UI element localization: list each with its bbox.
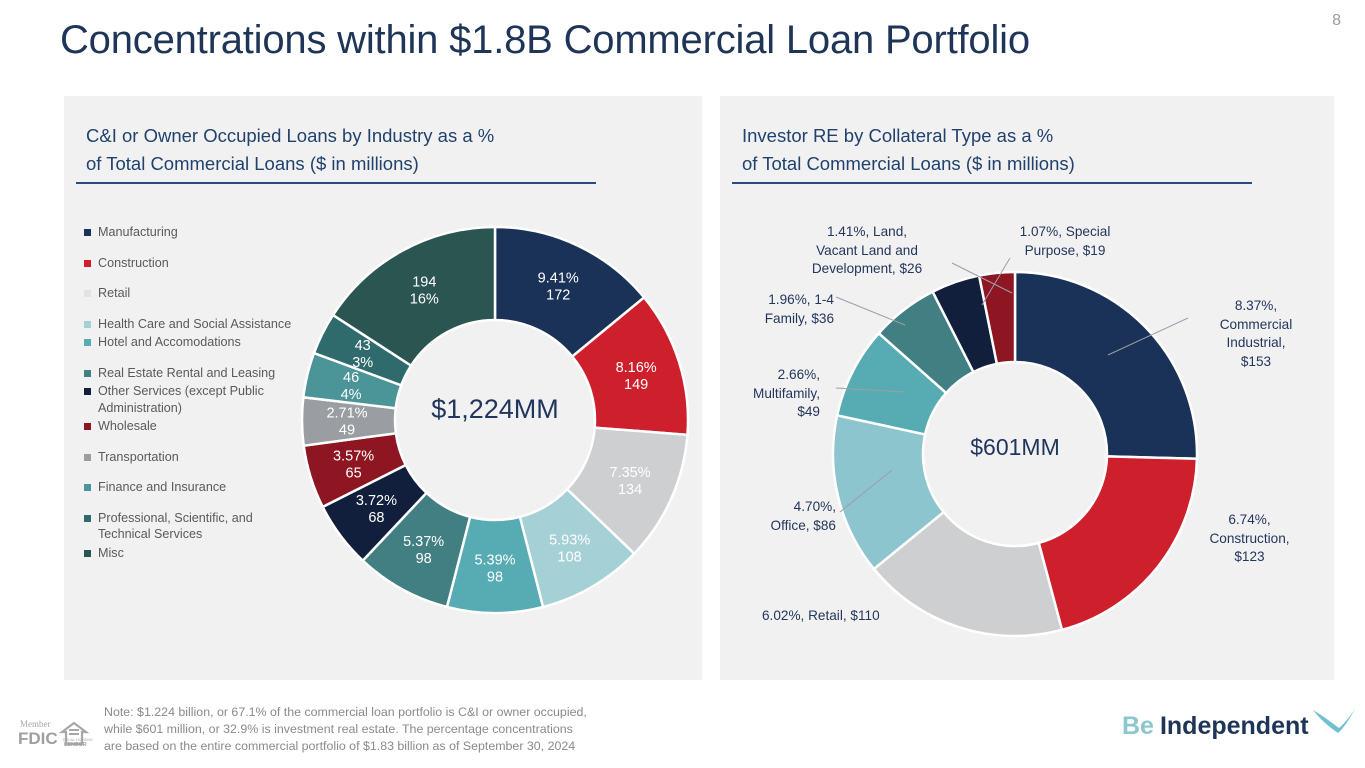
pie-slice-label: 3.57%: [333, 448, 374, 464]
legend-item: Hotel and Accomodations: [84, 334, 299, 351]
legend-item-label: Health Care and Social Assistance: [98, 316, 292, 331]
pie-slice-label: 49: [339, 423, 355, 439]
legend-item: Retail: [84, 285, 299, 302]
pie-slice-label: 46: [343, 370, 359, 386]
legend-swatch-icon: [84, 320, 91, 328]
pie-slice-label: 5.37%: [403, 534, 444, 550]
callout-special-purpose: 1.07%, Special Purpose, $19: [1019, 224, 1111, 258]
pie-slice-label: 149: [624, 377, 648, 393]
pie-slice-label: 3.72%: [356, 493, 397, 509]
legend-item: Construction: [84, 255, 299, 272]
industry-donut-chart: 9.41% 172 8.16% 149 7.35% 134 5.93% 108 5.39% 98 5…: [299, 224, 691, 616]
svg-text:EQUAL HOUSING: EQUAL HOUSING: [63, 738, 93, 742]
left-panel-title: C&I or Owner Occupied Loans by Industry …: [86, 125, 495, 174]
legend-swatch-icon: [84, 259, 91, 267]
pie-slice-label: 5.39%: [474, 553, 515, 569]
legend-item-label: Real Estate Rental and Leasing: [98, 365, 276, 380]
legend-swatch-icon: [84, 290, 91, 297]
legend-swatch-icon: [84, 369, 91, 377]
equal-housing-lender-icon: EQUAL HOUSING LENDER: [58, 721, 93, 748]
pie-slice-label: 8.16%: [616, 360, 657, 376]
svg-text:LENDER: LENDER: [64, 742, 87, 748]
industry-donut-svg: 9.41%1728.16%1497.35%1345.93%1085.39%985…: [300, 225, 690, 615]
legend-item-label: Hotel and Accomodations: [98, 335, 241, 349]
legend-item-label: Wholesale: [98, 419, 157, 433]
pie-slice-label: 7.35%: [610, 465, 651, 481]
legend-item: Real Estate Rental and Leasing: [84, 365, 299, 382]
legend-swatch-icon: [84, 514, 91, 522]
pie-slice-label: 16%: [410, 291, 439, 307]
pie-slice-label: 2.71%: [326, 406, 367, 422]
legend-swatch-icon: [84, 423, 91, 430]
callout-office: 4.70%, Office, $86: [770, 499, 837, 533]
legend-swatch-icon: [84, 388, 91, 395]
pie-slice: [1013, 270, 1199, 461]
pie-slice-label: 65: [346, 465, 362, 481]
legend-item-label: Professional, Scientific, and Technical …: [98, 510, 253, 542]
legend-item: Professional, Scientific, and Technical …: [84, 510, 299, 543]
legend-swatch-icon: [84, 549, 91, 557]
legend-item: Manufacturing: [84, 224, 299, 241]
industry-legend: Manufacturing Construction Retail Health Ca…: [84, 224, 299, 575]
legend-item-label: Finance and Insurance: [98, 480, 227, 494]
pie-slice: [872, 510, 1064, 638]
legend-item: Health Care and Social Assistance: [84, 316, 299, 333]
legend-item-label: Other Services (except Public Administra…: [98, 384, 264, 415]
right-panel-title-rule: [732, 182, 1252, 184]
legend-swatch-icon: [84, 484, 91, 491]
collateral-donut-svg: [831, 270, 1199, 638]
pie-slice-label: 98: [416, 551, 432, 567]
pie-slice-label: 98: [487, 570, 503, 586]
legend-swatch-icon: [84, 229, 91, 236]
brand-be-text: Be: [1122, 712, 1154, 740]
page-number: 8: [1332, 12, 1341, 29]
pie-slice-label: 194: [412, 274, 436, 290]
fdic-text: FDIC: [18, 729, 58, 748]
legend-item-label: Transportation: [98, 449, 179, 464]
footnote: Note: $1.224 billion, or 67.1% of the co…: [104, 705, 587, 753]
brand-independent-text: Independent: [1159, 712, 1309, 740]
pie-slice-label: 3%: [352, 355, 373, 371]
legend-swatch-icon: [84, 453, 91, 461]
pie-slice-label: 108: [558, 549, 582, 565]
callout-retail: 6.02%, Retail, $110: [762, 608, 880, 623]
legend-item-label: Retail: [98, 286, 131, 300]
callout-multifamily: 2.66%, Multifamily, $49: [753, 367, 820, 419]
legend-item: Other Services (except Public Administra…: [84, 383, 299, 416]
left-panel-title-rule: [76, 182, 596, 184]
page-title: Concentrations within $1.8B Commercial L…: [60, 18, 1030, 62]
pie-slice-label: 134: [618, 482, 642, 498]
callout-land: 1.41%, Land, Vacant Land and Development…: [811, 224, 923, 276]
pie-slice-label: 68: [368, 510, 384, 526]
legend-item: Finance and Insurance: [84, 479, 299, 496]
callout-commercial-industrial: 8.37%, Commercial Industrial, $153: [1219, 298, 1293, 369]
be-independent-logo: Be Independent: [1122, 708, 1357, 741]
legend-item-label: Misc: [98, 545, 124, 560]
legend-item: Wholesale: [84, 418, 299, 435]
legend-item: Misc: [84, 545, 299, 562]
legend-item-label: Construction: [98, 255, 169, 270]
bird-icon: [1312, 708, 1355, 733]
fdic-logo-icon: Member FDIC EQUAL HOUSING LENDER: [18, 719, 93, 748]
legend-swatch-icon: [84, 339, 91, 346]
collateral-donut-chart: $601MM: [829, 268, 1201, 640]
pie-slice: [1037, 455, 1199, 632]
pie-slice-label: 172: [546, 288, 570, 304]
fdic-member-text: Member: [20, 719, 51, 729]
fdic-member-logo: Member FDIC EQUAL HOUSING LENDER: [18, 714, 98, 756]
callout-1-4-family: 1.96%, 1-4 Family, $36: [764, 292, 834, 326]
callout-construction: 6.74%, Construction, $123: [1209, 512, 1290, 564]
pie-slice-label: 5.93%: [549, 532, 590, 548]
pie-slice-label: 9.41%: [538, 271, 579, 287]
pie-slice-label: 4%: [341, 387, 362, 403]
pie-slice: [331, 225, 497, 368]
legend-item: Transportation: [84, 449, 299, 466]
right-panel-title: Investor RE by Collateral Type as a % of…: [742, 125, 1075, 174]
pie-slice-label: 43: [355, 338, 371, 354]
legend-item-label: Manufacturing: [98, 225, 178, 239]
